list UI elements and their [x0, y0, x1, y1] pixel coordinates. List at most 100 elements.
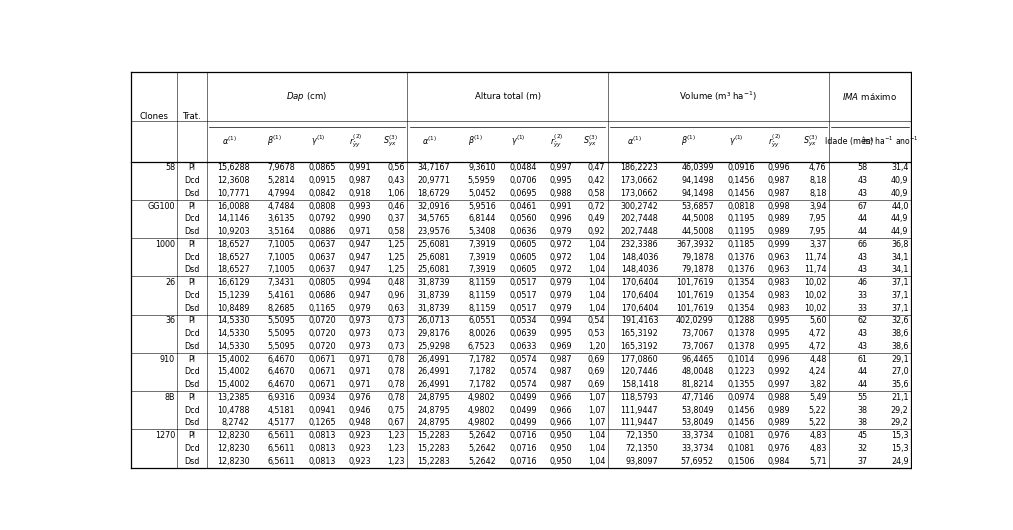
Text: 0,0671: 0,0671 [309, 367, 336, 376]
Text: 0,0574: 0,0574 [510, 367, 537, 376]
Text: m³ ha$^{-1}$ ano$^{-1}$: m³ ha$^{-1}$ ano$^{-1}$ [862, 135, 919, 147]
Text: 0,971: 0,971 [348, 355, 371, 364]
Text: 0,0695: 0,0695 [510, 189, 537, 198]
Text: 18,6527: 18,6527 [217, 253, 250, 262]
Text: 5,3408: 5,3408 [468, 227, 495, 236]
Text: 0,0813: 0,0813 [309, 444, 336, 453]
Text: 10,8489: 10,8489 [217, 304, 250, 313]
Text: 1,04: 1,04 [589, 457, 606, 466]
Text: 0,69: 0,69 [588, 380, 606, 389]
Text: 0,96: 0,96 [387, 291, 405, 300]
Text: $r_{\hat{y}y}^{(2)}$: $r_{\hat{y}y}^{(2)}$ [349, 132, 363, 149]
Text: 5,60: 5,60 [809, 316, 827, 325]
Text: 27,0: 27,0 [891, 367, 909, 376]
Text: 0,0716: 0,0716 [510, 457, 537, 466]
Text: 1,04: 1,04 [589, 304, 606, 313]
Text: 33,3734: 33,3734 [682, 444, 714, 453]
Text: 0,0499: 0,0499 [510, 393, 537, 402]
Text: $\beta^{(1)}$: $\beta^{(1)}$ [681, 134, 696, 148]
Text: 1,07: 1,07 [588, 419, 606, 428]
Text: 0,0671: 0,0671 [309, 380, 336, 389]
Text: PI: PI [188, 393, 196, 402]
Text: Dsd: Dsd [184, 342, 200, 351]
Text: 73,7067: 73,7067 [681, 329, 714, 338]
Text: 29,8176: 29,8176 [417, 329, 451, 338]
Text: PI: PI [188, 316, 196, 325]
Text: 14,5330: 14,5330 [217, 316, 250, 325]
Text: 0,1354: 0,1354 [727, 291, 755, 300]
Text: 25,9298: 25,9298 [417, 342, 451, 351]
Text: 0,987: 0,987 [549, 380, 571, 389]
Text: 0,0974: 0,0974 [727, 393, 755, 402]
Text: 0,0805: 0,0805 [309, 278, 336, 287]
Text: 32,0916: 32,0916 [417, 202, 451, 211]
Text: 0,973: 0,973 [348, 342, 371, 351]
Text: 0,0605: 0,0605 [510, 240, 537, 249]
Text: 0,1378: 0,1378 [727, 329, 755, 338]
Text: Dcd: Dcd [184, 215, 200, 224]
Text: 0,1265: 0,1265 [309, 419, 336, 428]
Text: 32,6: 32,6 [891, 316, 909, 325]
Text: Dcd: Dcd [184, 253, 200, 262]
Text: 0,75: 0,75 [387, 406, 405, 415]
Text: 23,9576: 23,9576 [417, 227, 451, 236]
Text: 44,5008: 44,5008 [682, 215, 714, 224]
Text: 0,996: 0,996 [549, 215, 571, 224]
Text: Idade (mês): Idade (mês) [826, 137, 873, 146]
Text: 25,6081: 25,6081 [417, 253, 451, 262]
Text: PI: PI [188, 355, 196, 364]
Text: 5,5095: 5,5095 [267, 316, 295, 325]
Text: 0,947: 0,947 [348, 266, 371, 275]
Text: 26,4991: 26,4991 [417, 380, 451, 389]
Text: 18,6527: 18,6527 [217, 266, 250, 275]
Text: 0,0916: 0,0916 [727, 163, 755, 172]
Text: 0,989: 0,989 [767, 215, 790, 224]
Text: 0,995: 0,995 [767, 342, 790, 351]
Text: 0,78: 0,78 [387, 367, 405, 376]
Text: 7,1005: 7,1005 [267, 266, 295, 275]
Text: 5,5095: 5,5095 [267, 342, 295, 351]
Text: 16,6129: 16,6129 [217, 278, 250, 287]
Text: 0,0716: 0,0716 [510, 431, 537, 440]
Text: 8B: 8B [164, 393, 175, 402]
Text: 1,07: 1,07 [588, 406, 606, 415]
Text: 1,04: 1,04 [589, 444, 606, 453]
Text: 0,947: 0,947 [348, 291, 371, 300]
Text: 0,988: 0,988 [768, 393, 790, 402]
Text: 38,6: 38,6 [891, 342, 909, 351]
Text: 1,23: 1,23 [387, 457, 405, 466]
Text: 120,7446: 120,7446 [621, 367, 658, 376]
Text: 0,1456: 0,1456 [727, 176, 755, 185]
Text: 0,988: 0,988 [549, 189, 571, 198]
Text: 0,979: 0,979 [549, 304, 571, 313]
Text: 0,0639: 0,0639 [510, 329, 537, 338]
Text: 7,3919: 7,3919 [468, 240, 495, 249]
Text: 3,6135: 3,6135 [267, 215, 295, 224]
Text: 0,1376: 0,1376 [727, 253, 755, 262]
Text: 8,0026: 8,0026 [468, 329, 495, 338]
Text: 0,0886: 0,0886 [309, 227, 336, 236]
Text: Trat.: Trat. [182, 112, 202, 121]
Text: 0,69: 0,69 [588, 367, 606, 376]
Text: 0,923: 0,923 [348, 431, 371, 440]
Text: 5,5959: 5,5959 [468, 176, 495, 185]
Text: 0,997: 0,997 [549, 163, 571, 172]
Text: 15,4002: 15,4002 [217, 355, 250, 364]
Text: 58: 58 [857, 163, 867, 172]
Text: 57,6952: 57,6952 [681, 457, 714, 466]
Text: 31,8739: 31,8739 [417, 291, 451, 300]
Text: 0,963: 0,963 [768, 266, 790, 275]
Text: 20,9771: 20,9771 [417, 176, 451, 185]
Text: 0,0499: 0,0499 [510, 406, 537, 415]
Text: 5,5095: 5,5095 [267, 329, 295, 338]
Text: 148,4036: 148,4036 [621, 266, 658, 275]
Text: $\beta^{(1)}$: $\beta^{(1)}$ [267, 134, 283, 148]
Text: 6,4670: 6,4670 [267, 367, 295, 376]
Text: 0,972: 0,972 [549, 266, 571, 275]
Text: 62: 62 [857, 316, 867, 325]
Text: 73,7067: 73,7067 [681, 342, 714, 351]
Text: 165,3192: 165,3192 [620, 342, 658, 351]
Text: 118,5793: 118,5793 [620, 393, 658, 402]
Text: 44: 44 [858, 215, 867, 224]
Text: 202,7448: 202,7448 [620, 215, 658, 224]
